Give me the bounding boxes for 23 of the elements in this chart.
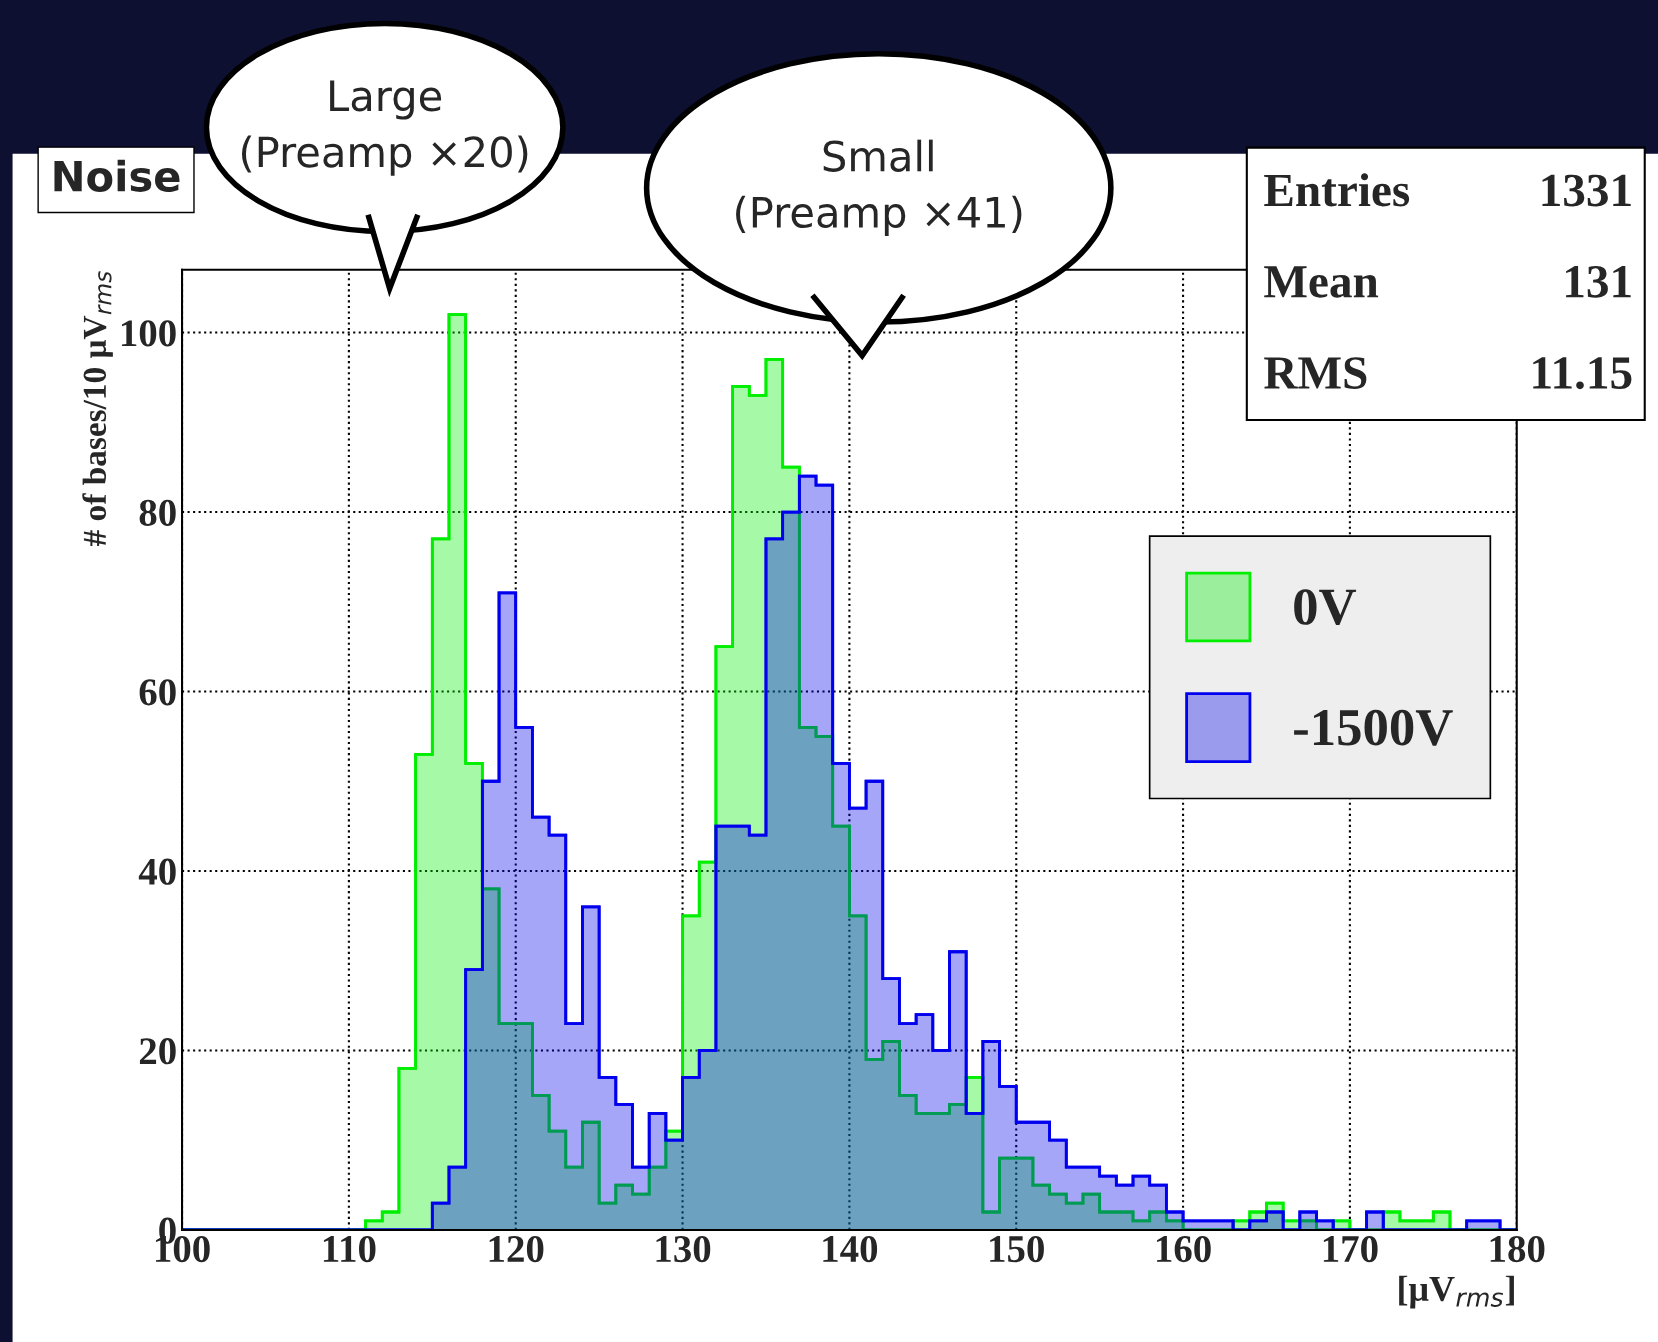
y-tick-label: 20 xyxy=(139,1038,176,1065)
x-tick-label: 150 xyxy=(990,1235,1044,1263)
x-tick-label: 140 xyxy=(823,1235,878,1263)
y-tick-label: 60 xyxy=(139,679,176,706)
chart-title: Noise xyxy=(54,159,180,192)
x-tick-label: 170 xyxy=(1323,1235,1378,1263)
x-tick-label: 120 xyxy=(489,1235,544,1263)
y-axis-title: # of bases/10 μV$_{rms}$ xyxy=(82,271,113,546)
x-tick-label: 180 xyxy=(1490,1235,1545,1263)
legend-label: -1500V xyxy=(1294,709,1453,746)
y-tick-label: 80 xyxy=(139,499,176,526)
text: Mean 131 xyxy=(1264,265,1631,298)
text: RMS 11.15 xyxy=(1264,357,1632,390)
text: Entries 1331 xyxy=(1264,173,1631,207)
text: Small (Preamp ×41) xyxy=(736,139,1022,237)
y-tick-label: 100 xyxy=(121,320,176,347)
x-axis-title: [μV$_{rms}$] xyxy=(1399,1275,1514,1309)
x-tick-label: 160 xyxy=(1157,1235,1211,1263)
x-tick-label: 110 xyxy=(323,1235,376,1263)
legend-label: 0V xyxy=(1294,589,1357,626)
y-tick-label: 40 xyxy=(138,858,176,885)
x-tick-label: 130 xyxy=(656,1235,711,1263)
text: Large (Preamp ×20) xyxy=(241,80,528,176)
